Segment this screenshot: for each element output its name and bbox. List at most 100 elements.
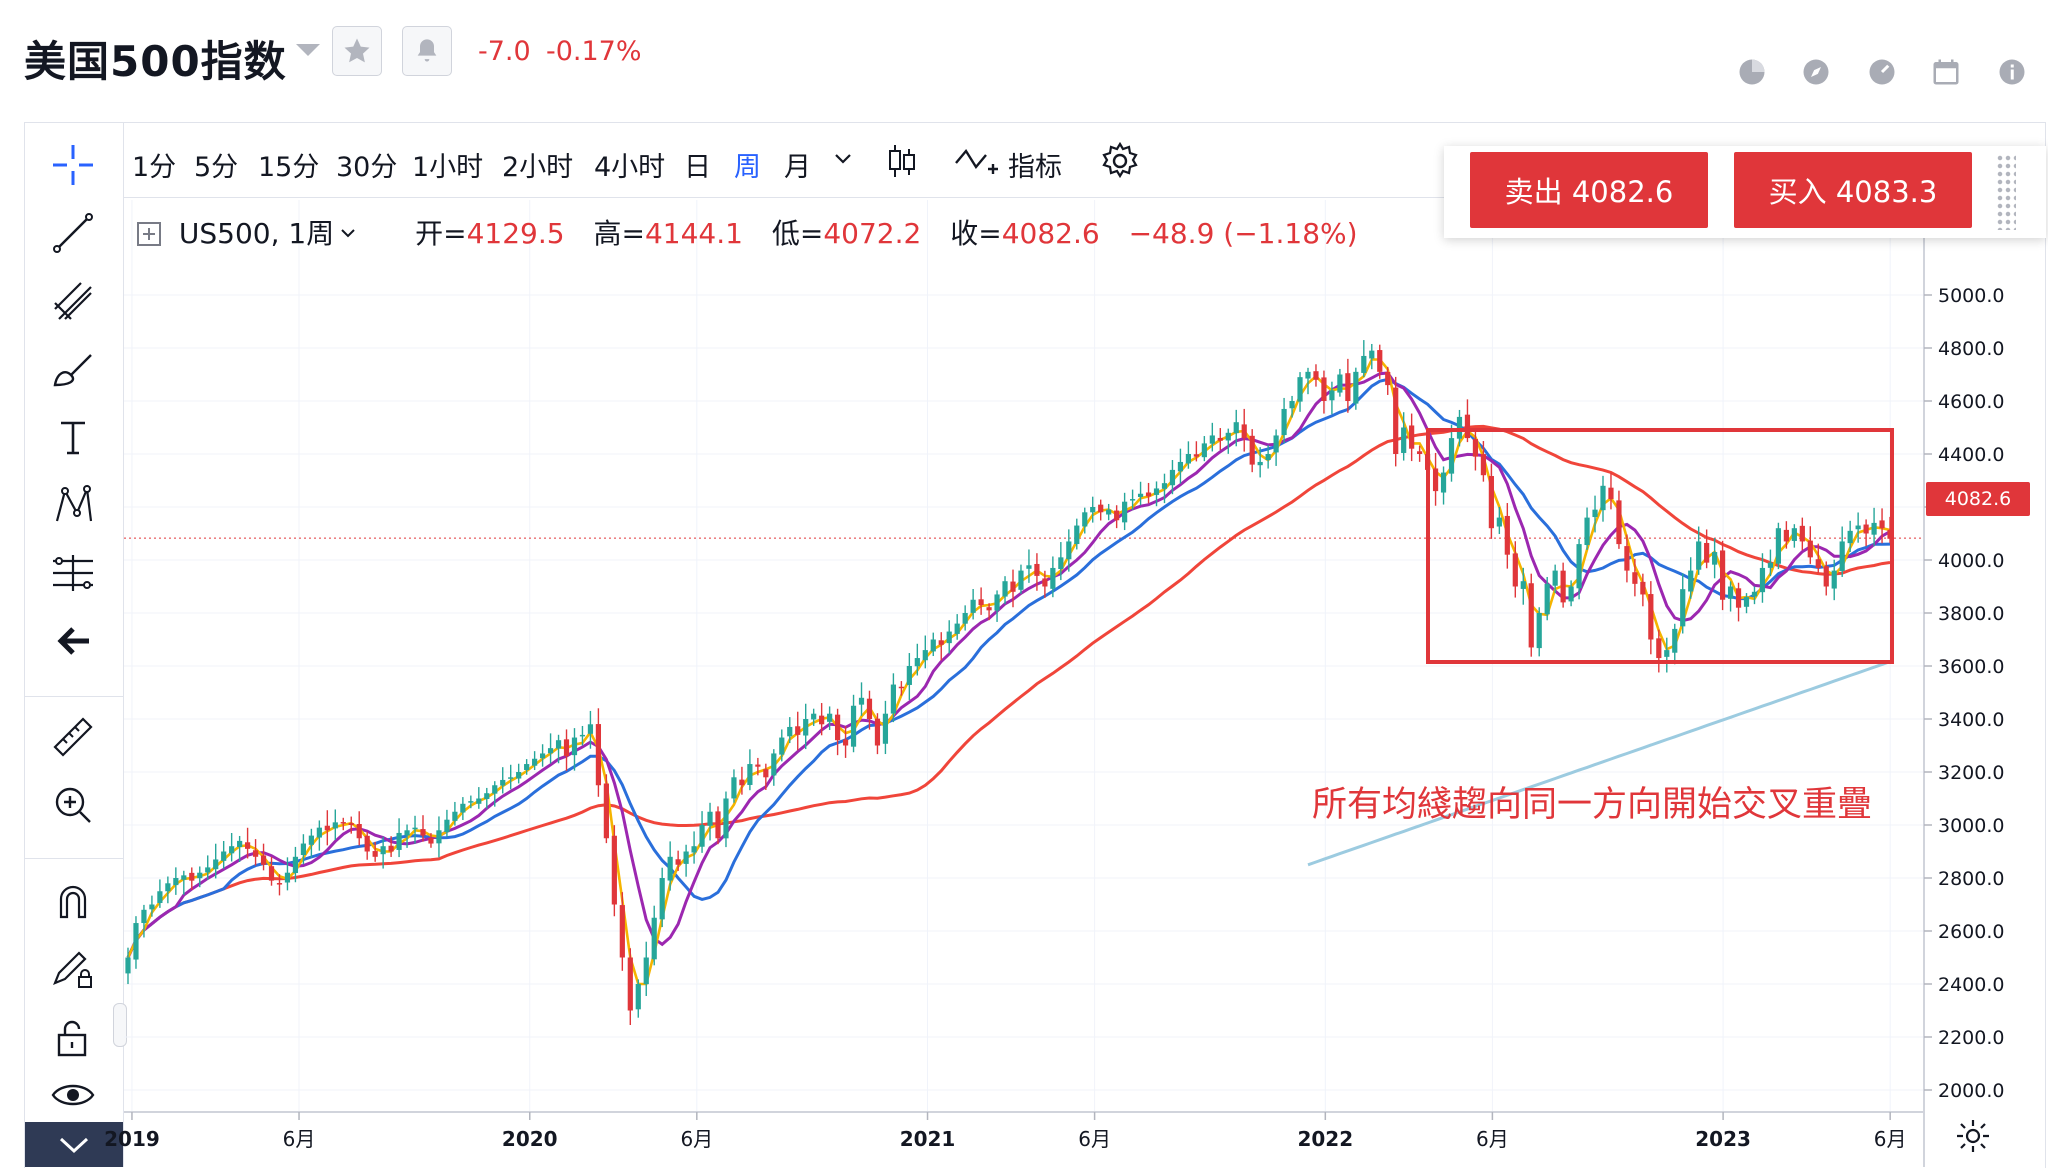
candle-body (811, 713, 817, 720)
unlock-tool[interactable] (47, 1011, 99, 1063)
y-tick-label: 4000.0 (1938, 550, 2004, 572)
timeframe-30m[interactable]: 30分 (336, 152, 398, 183)
candle-body (1544, 583, 1550, 615)
calendar-button[interactable] (1930, 56, 1962, 88)
indicators-label[interactable]: 指标 (1008, 152, 1062, 183)
timeframe-1m[interactable]: 1分 (132, 152, 177, 183)
legend-symbol[interactable]: US500, 1周 (178, 217, 335, 250)
trend-line-icon (53, 213, 93, 253)
candle-body (1855, 525, 1861, 530)
candle-body (1074, 525, 1080, 545)
prediction-tool[interactable] (47, 547, 99, 599)
candle-body (1098, 504, 1104, 513)
chart-toolbar: 1分 5分 15分 30分 1小时 2小时 4小时 日 周 月 指标 (124, 123, 2044, 198)
ruler-tool[interactable] (47, 711, 99, 763)
drag-handle[interactable] (1996, 154, 2016, 230)
fib-tool[interactable] (47, 275, 99, 327)
chevron-down-icon[interactable] (340, 227, 356, 239)
timeframe-1h[interactable]: 1小时 (412, 152, 484, 183)
overview-button[interactable] (1736, 56, 1768, 88)
candle-body (276, 883, 283, 885)
timeframe-5m[interactable]: 5分 (194, 152, 239, 183)
candle-body (1321, 377, 1327, 401)
candle-body (723, 798, 729, 839)
settings-button[interactable] (1100, 141, 1140, 185)
toolbar-resize-handle[interactable] (113, 1003, 127, 1047)
candle-body (149, 904, 155, 910)
moving-averages (126, 358, 1891, 986)
explore-button[interactable] (1800, 56, 1832, 88)
candle-body (890, 684, 897, 714)
visibility-tool[interactable] (47, 1069, 99, 1121)
alert-button[interactable] (402, 26, 452, 76)
brush-tool[interactable] (47, 343, 99, 395)
magnet-tool[interactable] (47, 875, 99, 927)
candle-body (1265, 454, 1271, 461)
candle-body (173, 878, 179, 886)
back-tool[interactable] (47, 615, 99, 667)
candle-body (563, 739, 570, 757)
drawing-toolbar (25, 123, 127, 1167)
candle-body (388, 845, 394, 852)
candle-body (1712, 552, 1718, 565)
y-tick-label: 4800.0 (1938, 338, 2004, 360)
timeframe-more-button[interactable] (834, 151, 852, 170)
pattern-tool[interactable] (47, 479, 99, 531)
lock-drawing-tool[interactable] (47, 943, 99, 995)
candle-body (1464, 414, 1471, 439)
candle-body (803, 719, 809, 736)
info-button[interactable] (1996, 56, 2028, 88)
candle-body (683, 851, 689, 864)
candle-body (492, 785, 498, 794)
collapse-legend-icon[interactable] (136, 221, 162, 247)
timeframe-15m[interactable]: 15分 (258, 152, 320, 183)
candle-body (1783, 529, 1789, 542)
timeframe-2h[interactable]: 2小时 (502, 152, 574, 183)
candle-body (141, 909, 147, 924)
candle-body (1600, 485, 1606, 511)
candle-body (571, 737, 578, 756)
timeframe-1d[interactable]: 日 (684, 152, 711, 183)
legend-low: 4072.2 (823, 217, 922, 250)
axis-settings-button[interactable] (1955, 1118, 1991, 1158)
timeframe-4h[interactable]: 4小时 (594, 152, 666, 183)
candle-body (763, 769, 769, 778)
technicals-button[interactable] (1866, 56, 1898, 88)
legend-close: 4082.6 (1001, 217, 1100, 250)
candle-body (1528, 583, 1534, 648)
chart-type-button[interactable] (886, 143, 918, 183)
y-tick-label: 2600.0 (1938, 921, 2004, 943)
candle-body (1337, 374, 1343, 393)
y-tick-label: 3200.0 (1938, 762, 2004, 784)
candle-body (1688, 570, 1694, 592)
toolbar-collapse-button[interactable] (25, 1122, 123, 1167)
candle-body (1727, 586, 1734, 599)
y-axis: 5000.04800.04600.04400.04200.04000.03800… (1923, 198, 2004, 1167)
sell-button[interactable]: 卖出 4082.6 (1470, 152, 1708, 228)
text-tool[interactable] (47, 411, 99, 463)
x-axis: 2019 6月 2020 6月 2021 6月 2022 6月 2023 6月 (104, 1111, 1924, 1151)
candle-body (436, 830, 442, 844)
indicators-button[interactable] (954, 143, 998, 183)
buy-button[interactable]: 买入 4083.3 (1734, 152, 1972, 228)
timeframe-1w[interactable]: 周 (734, 152, 761, 183)
ma-mid-line (126, 371, 1891, 959)
timeframe-1mo[interactable]: 月 (784, 152, 811, 183)
eye-icon (51, 1084, 95, 1106)
star-button[interactable] (332, 26, 382, 76)
chevron-down-icon[interactable] (296, 44, 320, 56)
zoom-tool[interactable] (47, 779, 99, 831)
candle-body (157, 891, 163, 904)
candle-body (1592, 509, 1598, 518)
legend-low-label: 低= (771, 217, 824, 250)
candle-body (827, 713, 833, 722)
candle-body (1401, 427, 1407, 453)
candle-body (611, 835, 617, 905)
crosshair-tool[interactable] (47, 139, 99, 191)
candle-body (197, 872, 203, 879)
candle-body (1743, 597, 1750, 607)
candle-body (1456, 416, 1463, 439)
highlight-box (1426, 428, 1894, 664)
trend-line-tool[interactable] (47, 207, 99, 259)
